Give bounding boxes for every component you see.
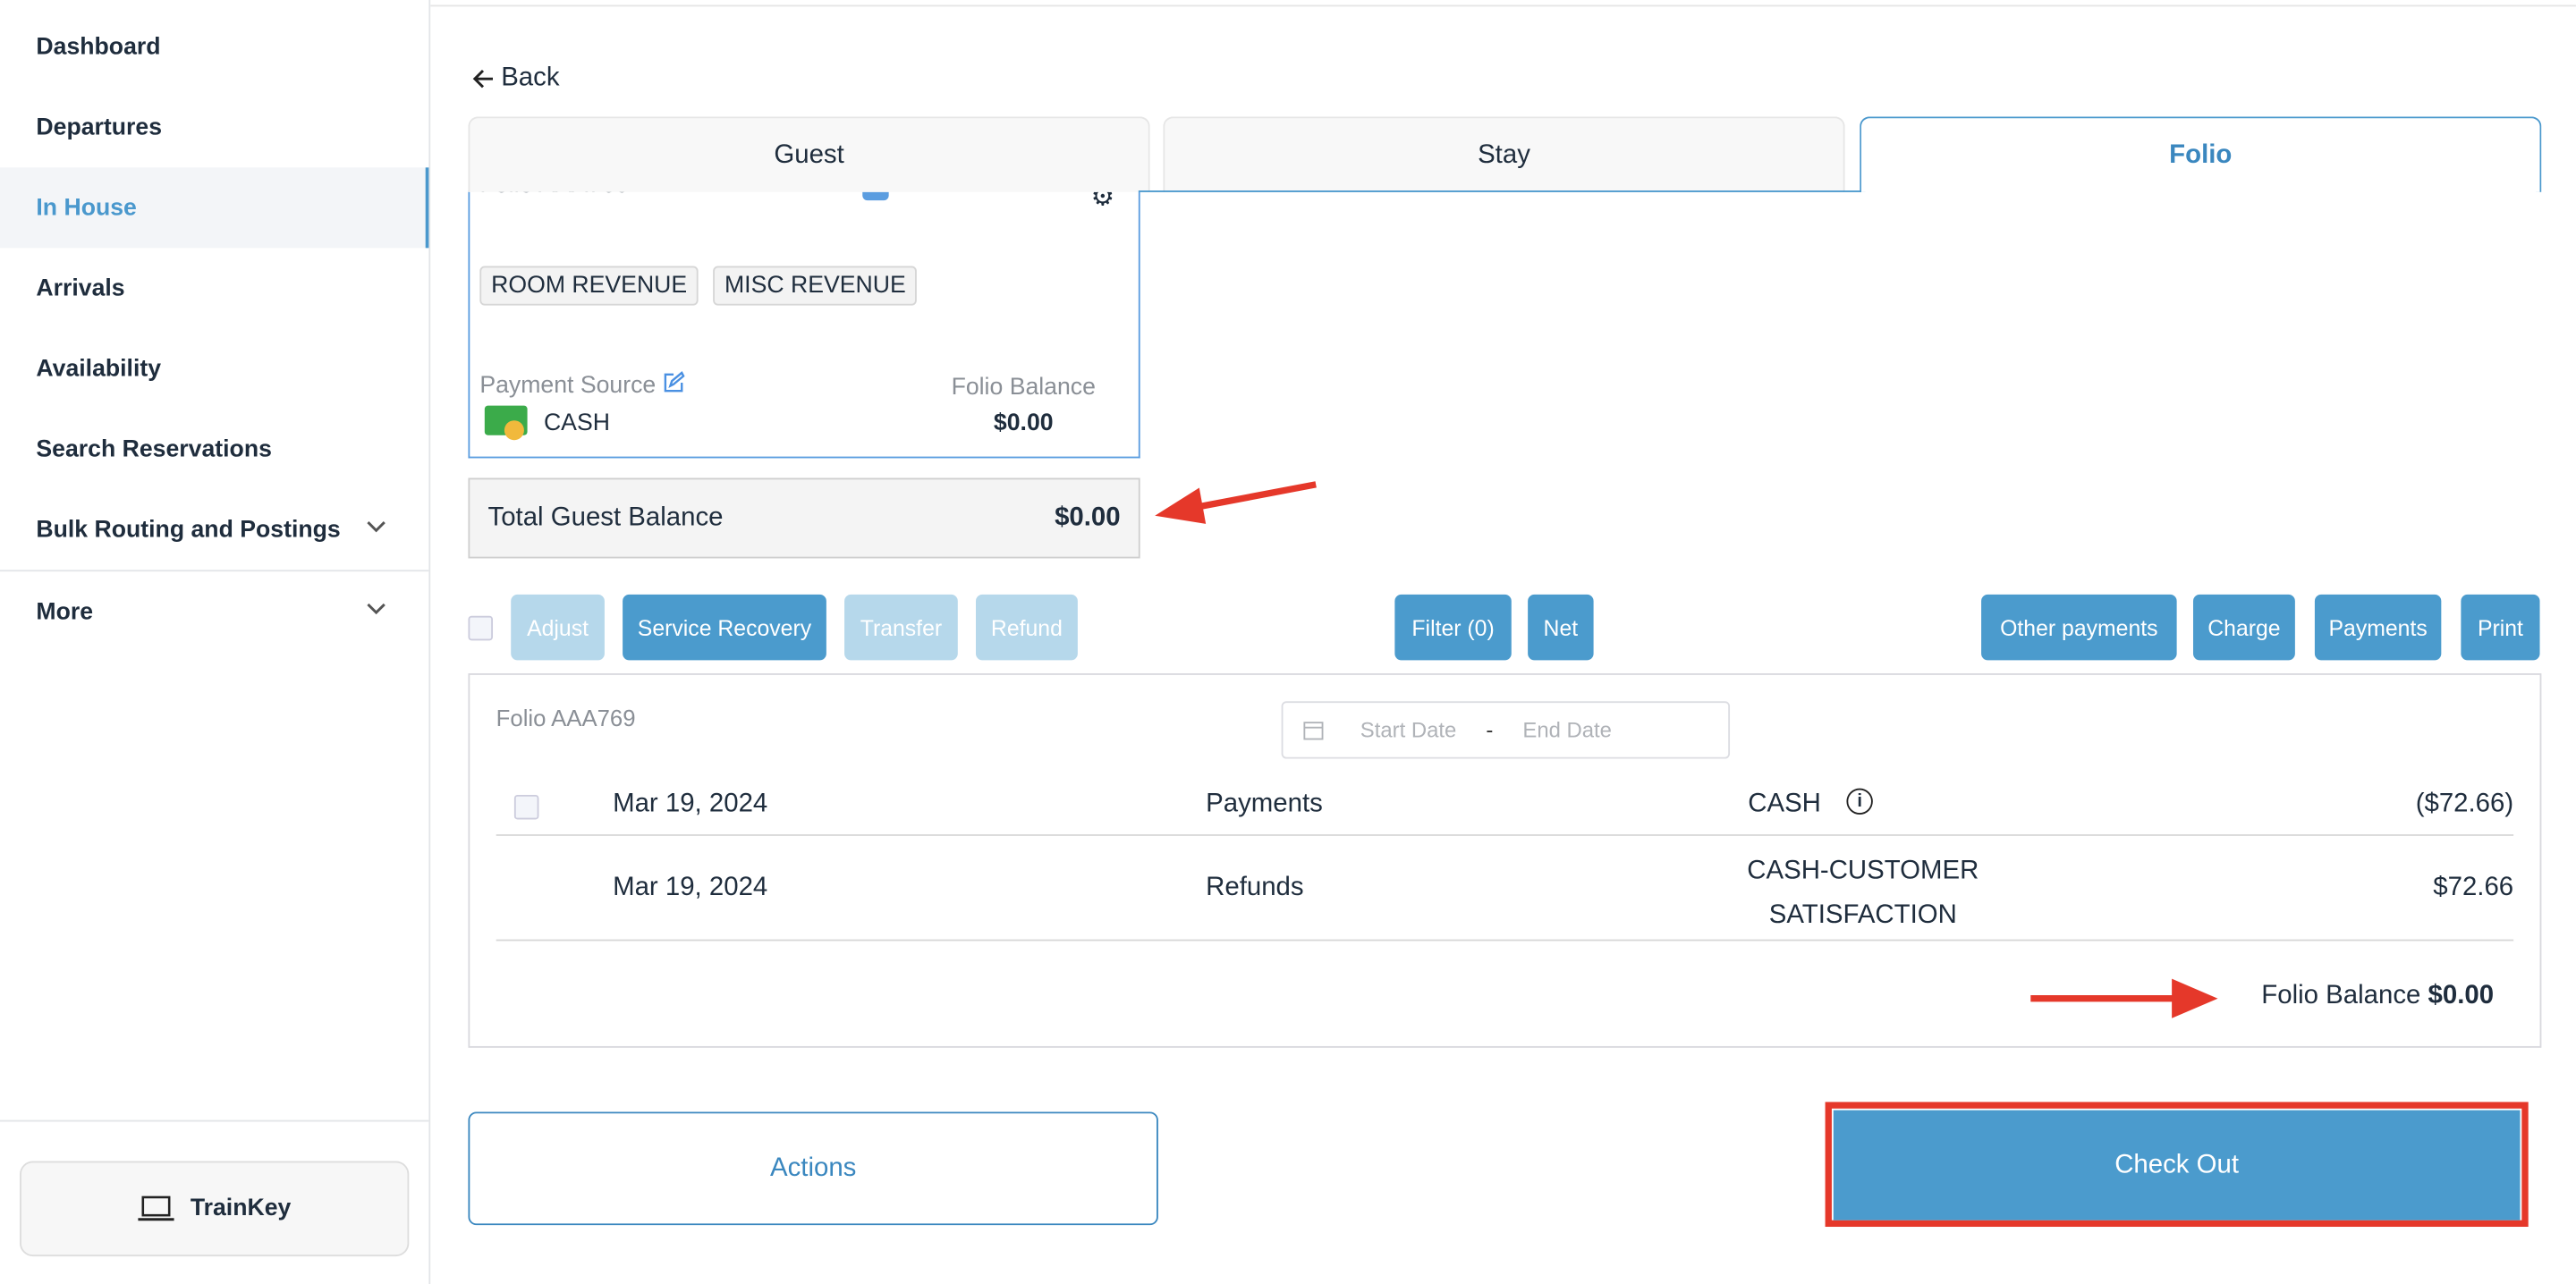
cash-icon (484, 405, 528, 441)
tab-guest[interactable]: Guest (468, 116, 1150, 192)
row-date: Mar 19, 2024 (613, 790, 768, 818)
label: Bulk Routing and Postings (36, 516, 341, 544)
folio-name: Folio AAA769 (496, 704, 636, 731)
sidebar-item-arrivals[interactable]: Arrivals (0, 248, 428, 328)
row-description: CASH (1748, 790, 1821, 818)
sidebar-item-more[interactable]: More (0, 571, 428, 652)
tab-folio[interactable]: Folio (1860, 116, 2542, 192)
payment-source-value: CASH (543, 410, 610, 437)
label: In House (36, 194, 137, 222)
service-recovery-button[interactable]: Service Recovery (623, 594, 826, 661)
laptop-icon (138, 1195, 174, 1221)
date-separator: - (1486, 717, 1494, 743)
row-amount: ($72.66) (2415, 790, 2514, 818)
transfer-button[interactable]: Transfer (844, 594, 958, 661)
total-guest-balance-label: Total Guest Balance (487, 503, 724, 532)
payment-source-label: Payment Source (479, 372, 657, 400)
sidebar-item-availability[interactable]: Availability (0, 328, 428, 409)
row-type: Payments (1206, 790, 1323, 818)
folio-balance-label: Folio Balance (2261, 982, 2421, 1010)
folio-color-marker (862, 190, 889, 201)
total-guest-balance-value: $0.00 (1055, 503, 1121, 532)
tab-stay[interactable]: Stay (1163, 116, 1845, 192)
back-link[interactable]: Back (471, 63, 560, 94)
tab-label: Stay (1478, 140, 1530, 169)
tab-label: Guest (774, 140, 844, 169)
annotation-arrow-icon (1155, 481, 1317, 524)
folio-panel: Folio AAA769 Start Date - End Date Mar 1… (468, 673, 2542, 1048)
total-guest-balance: Total Guest Balance $0.00 (468, 477, 1140, 559)
print-button[interactable]: Print (2461, 594, 2540, 661)
chevron-down-icon (367, 521, 386, 533)
info-icon[interactable]: i (1846, 788, 1873, 815)
label: Availability (36, 355, 162, 383)
sidebar: Dashboard Departures In House Arrivals A… (0, 0, 431, 1284)
arrow-left-icon (472, 69, 494, 89)
sidebar-item-bulk-routing[interactable]: Bulk Routing and Postings (0, 489, 428, 570)
back-label: Back (501, 63, 560, 92)
refund-button[interactable]: Refund (975, 594, 1078, 661)
folio-card[interactable]: Folio AAA769 ⚙ ROOM REVENUE MISC REVENUE… (468, 190, 1140, 459)
calendar-icon (1303, 722, 1324, 740)
trainkey-button[interactable]: TrainKey (20, 1161, 410, 1257)
tab-underline (1138, 190, 1861, 192)
folio-balance-summary: Folio Balance $0.00 (2261, 982, 2494, 1011)
sidebar-item-in-house[interactable]: In House (0, 167, 429, 249)
sidebar-item-dashboard[interactable]: Dashboard (0, 6, 428, 87)
label: Search Reservations (36, 435, 272, 463)
folio-balance-value: $0.00 (2428, 982, 2495, 1010)
row-divider (496, 834, 2514, 836)
tab-label: Folio (2169, 140, 2233, 169)
divider (0, 570, 429, 572)
other-payments-button[interactable]: Other payments (1981, 594, 2177, 661)
label: Arrivals (36, 275, 125, 302)
chevron-down-icon (367, 603, 386, 615)
payments-button[interactable]: Payments (2314, 594, 2442, 661)
start-date-input[interactable]: Start Date (1360, 717, 1457, 743)
net-button[interactable]: Net (1528, 594, 1594, 661)
row-type: Refunds (1206, 874, 1304, 902)
trainkey-label: TrainKey (190, 1195, 292, 1222)
routing-tag: MISC REVENUE (713, 266, 918, 306)
actions-button[interactable]: Actions (468, 1111, 1158, 1226)
select-all-checkbox[interactable] (468, 615, 494, 641)
row-divider (496, 939, 2514, 942)
date-range-picker[interactable]: Start Date - End Date (1281, 701, 1731, 759)
filter-button[interactable]: Filter (0) (1394, 594, 1512, 661)
annotation-arrow-icon (2030, 978, 2218, 1018)
divider (0, 1119, 429, 1122)
row-amount: $72.66 (2433, 874, 2514, 902)
gear-icon[interactable]: ⚙ (1090, 190, 1114, 212)
folio-balance-value: $0.00 (993, 410, 1054, 437)
sidebar-item-departures[interactable]: Departures (0, 87, 428, 167)
routing-tag: ROOM REVENUE (479, 266, 699, 306)
annotation-highlight-box (1825, 1102, 2529, 1228)
adjust-button[interactable]: Adjust (511, 594, 605, 661)
sidebar-item-search-reservations[interactable]: Search Reservations (0, 409, 428, 489)
folio-balance-label: Folio Balance (951, 374, 1096, 401)
folio-card-title: Folio AAA769 (479, 190, 629, 199)
row-description: CASH-CUSTOMER SATISFACTION (1747, 857, 1979, 930)
label: Departures (36, 114, 163, 141)
top-divider (430, 4, 2576, 7)
end-date-input[interactable]: End Date (1522, 717, 1612, 743)
label: More (36, 598, 94, 625)
charge-button[interactable]: Charge (2192, 594, 2295, 661)
edit-icon[interactable] (663, 371, 686, 394)
row-date: Mar 19, 2024 (613, 874, 768, 902)
label: Dashboard (36, 33, 161, 61)
row-checkbox[interactable] (513, 794, 539, 820)
check-out-button[interactable]: Check Out (1833, 1110, 2521, 1221)
